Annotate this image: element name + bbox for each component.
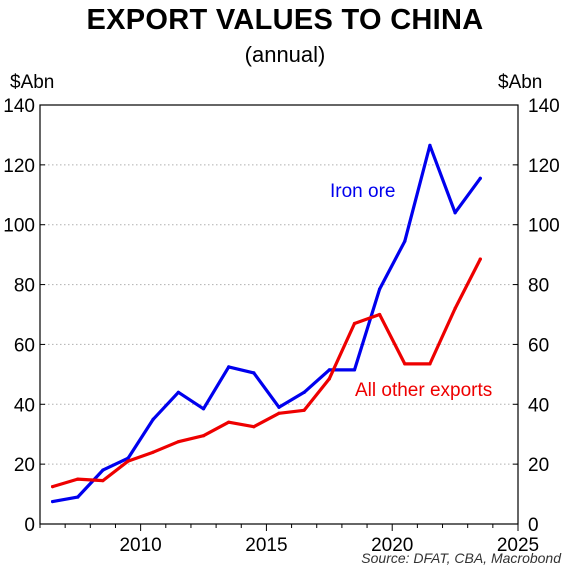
data-point-all-other-exports [252,425,256,429]
data-point-iron-ore [252,371,256,375]
data-point-all-other-exports [378,312,382,317]
x-tick-label-2010: 2010 [119,535,161,556]
chart-title: EXPORT VALUES TO CHINA [86,4,484,36]
data-point-all-other-exports [327,377,331,381]
gridlines [40,164,518,465]
y-tick-label-right: 80 [528,276,549,297]
data-point-iron-ore [50,499,55,504]
y-tick-label-right: 100 [528,216,560,237]
data-point-iron-ore [126,456,130,460]
y-tick-label-left: 100 [3,216,35,237]
plot-frame [39,104,519,525]
y-tick-label-right: 0 [528,515,539,536]
series-label-other-exports: All other exports [355,380,492,401]
y-tick-label-left: 0 [24,515,35,536]
data-point-all-other-exports [453,306,457,311]
y-tick-label-left: 140 [3,96,35,117]
data-point-all-other-exports [428,362,432,366]
data-point-all-other-exports [50,484,55,489]
data-point-iron-ore [453,211,457,215]
y-axis-unit-right: $Abn [498,72,542,93]
data-point-all-other-exports [176,440,180,444]
data-point-all-other-exports [151,450,155,454]
data-point-iron-ore [378,287,382,291]
data-point-iron-ore [76,495,80,499]
data-point-iron-ore [151,417,155,421]
x-tick-label-2020: 2020 [371,535,413,556]
series-lines [50,143,482,504]
data-point-iron-ore [302,390,306,394]
y-axis-unit-left: $Abn [10,72,54,93]
data-point-iron-ore [327,368,331,372]
y-tick-label-left: 120 [3,156,35,177]
chart-subtitle: (annual) [244,42,326,67]
y-tick-label-left: 20 [14,455,35,476]
series-line-all-other-exports [50,257,482,489]
data-point-iron-ore [352,368,357,372]
x-tick-label-2015: 2015 [245,535,287,556]
y-tick-label-right: 40 [528,395,549,416]
source-note: Source: DFAT, CBA, Macrobond [361,550,562,566]
data-point-iron-ore [227,365,231,369]
series-line-iron-ore [50,143,482,504]
y-tick-label-right: 20 [528,455,549,476]
data-point-iron-ore [101,468,105,472]
data-point-all-other-exports [227,420,231,424]
data-point-all-other-exports [101,479,105,483]
data-point-all-other-exports [76,477,80,481]
y-tick-label-left: 40 [14,395,35,416]
y-tick-label-left: 60 [14,335,35,356]
data-point-all-other-exports [126,459,130,463]
y-tick-label-right: 140 [528,96,560,117]
data-point-iron-ore [201,407,206,411]
data-point-all-other-exports [352,321,357,326]
data-point-iron-ore [478,176,482,180]
y-tick-label-left: 80 [14,276,35,297]
data-point-all-other-exports [403,362,407,366]
data-point-iron-ore [428,143,432,148]
y-tick-label-right: 120 [528,156,560,177]
data-point-iron-ore [277,405,281,409]
data-point-iron-ore [403,239,407,243]
data-point-all-other-exports [478,257,482,261]
series-label-iron-ore: Iron ore [330,181,395,202]
data-point-iron-ore [176,390,180,394]
y-tick-label-right: 60 [528,335,549,356]
data-point-all-other-exports [277,411,281,415]
data-point-all-other-exports [201,434,206,438]
data-point-all-other-exports [302,408,306,412]
x-tick-label-2025: 2025 [497,535,539,556]
